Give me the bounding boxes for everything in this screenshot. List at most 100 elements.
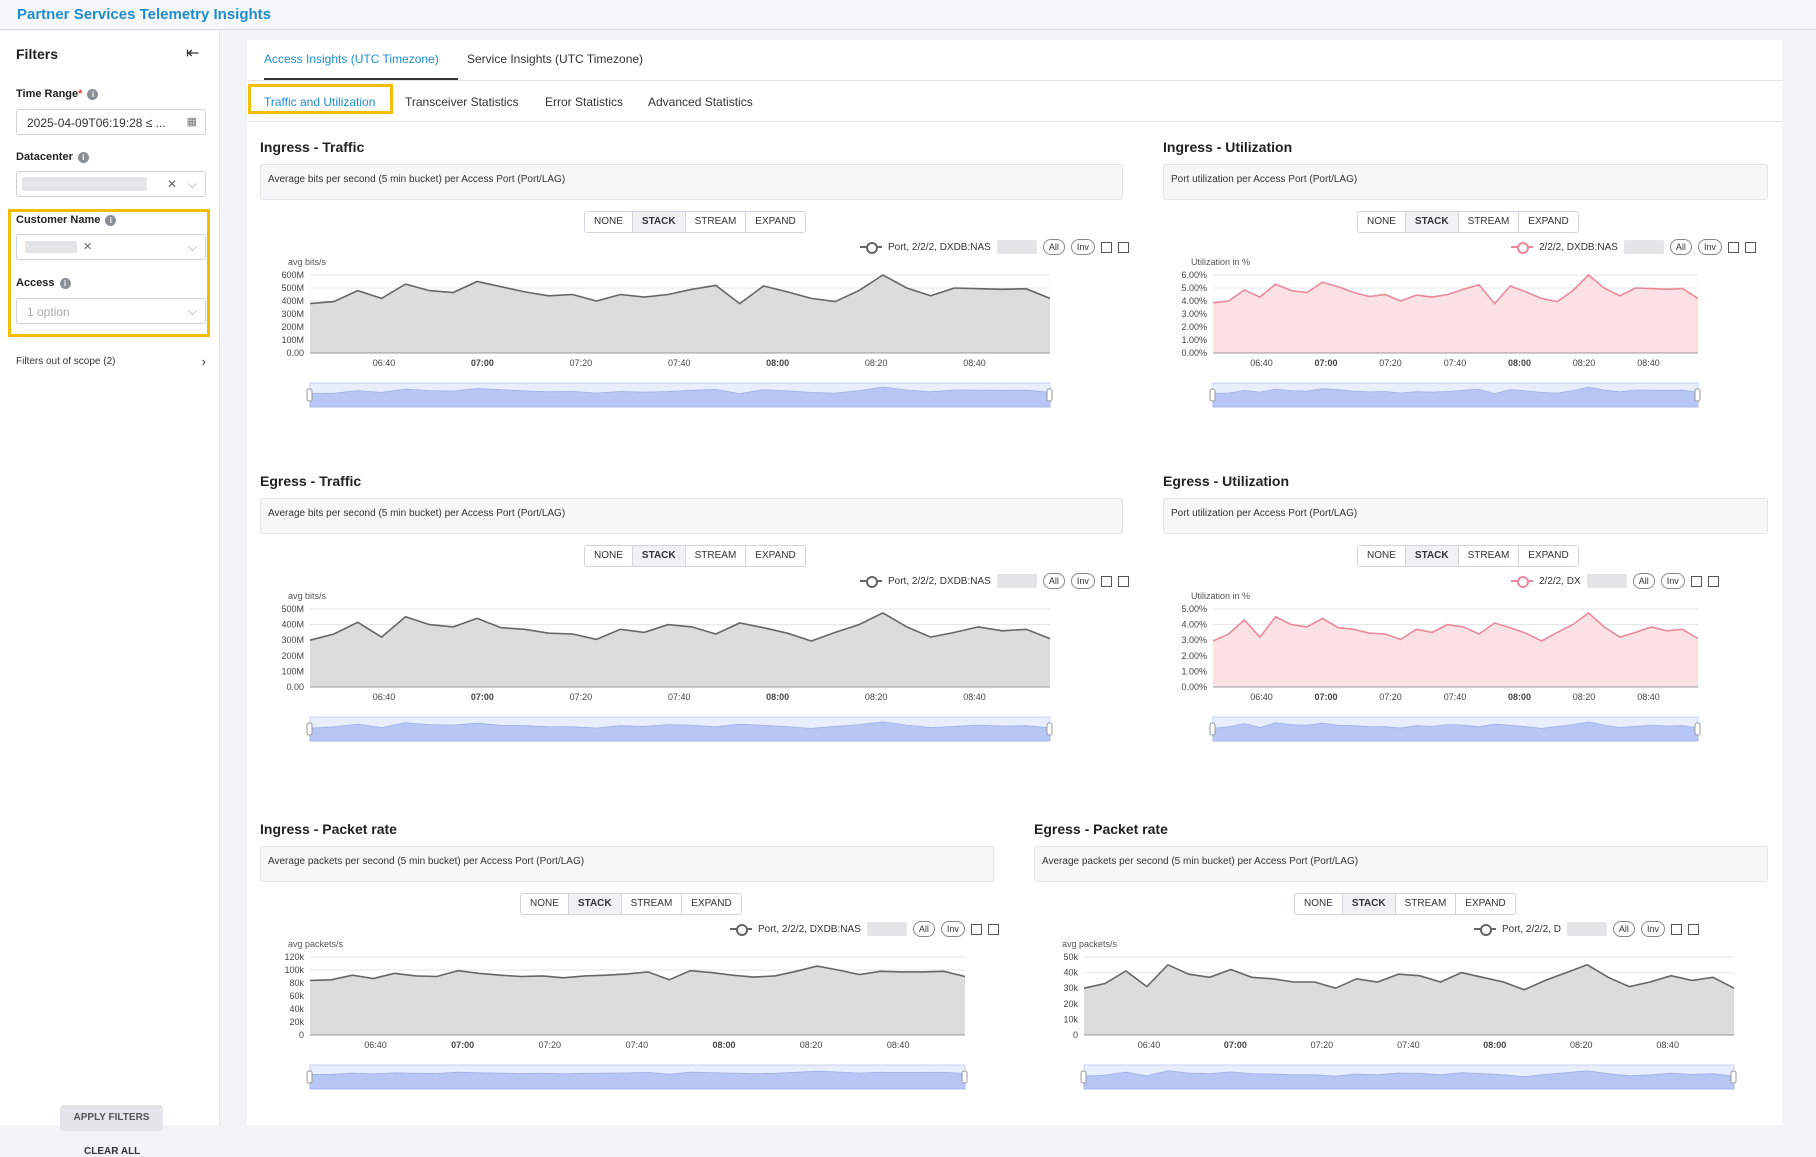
brush-handle-left[interactable] (306, 1070, 313, 1084)
brush-handle-right[interactable] (1694, 388, 1701, 402)
chevron-down-icon[interactable]: ⌵ (187, 177, 197, 191)
tab-traffic-utilization[interactable]: Traffic and Utilization (264, 95, 376, 109)
tab-error-statistics[interactable]: Error Statistics (545, 95, 624, 109)
legend-all-button[interactable]: All (912, 921, 935, 937)
remove-chip-icon[interactable]: ✕ (83, 241, 93, 253)
legend-series-name[interactable]: Port, 2/2/2, D (1502, 923, 1561, 935)
brush-handle-left[interactable] (1209, 722, 1216, 736)
reset-zoom-icon[interactable] (1117, 241, 1129, 253)
legend-all-button[interactable]: All (1042, 573, 1065, 589)
mode-stream-button[interactable]: STREAM (1459, 546, 1520, 566)
legend-marker-icon[interactable] (1511, 242, 1533, 254)
chart-description: Port utilization per Access Port (Port/L… (1163, 164, 1768, 200)
brush-handle-left[interactable] (306, 388, 313, 402)
brush-handle-right[interactable] (1046, 722, 1053, 736)
legend-marker-icon[interactable] (1511, 576, 1533, 588)
legend-marker-icon[interactable] (860, 242, 882, 254)
clear-icon[interactable]: ✕ (167, 177, 178, 191)
zoom-icon[interactable] (1690, 575, 1702, 587)
legend-inv-button[interactable]: Inv (1640, 921, 1665, 937)
brush-handle-left[interactable] (1080, 1070, 1087, 1084)
datacenter-select[interactable]: ✕ ⌵ (16, 171, 206, 197)
legend-inv-button[interactable]: Inv (1660, 573, 1685, 589)
legend-all-button[interactable]: All (1632, 573, 1655, 589)
calendar-icon[interactable]: ▦ (186, 116, 197, 128)
series-line[interactable] (1212, 611, 1699, 642)
legend-marker-icon[interactable] (730, 924, 752, 936)
legend-all-button[interactable]: All (1042, 239, 1065, 255)
mode-none-button[interactable]: NONE (521, 894, 569, 914)
zoom-icon[interactable] (1670, 923, 1682, 935)
legend-series-name[interactable]: Port, 2/2/2, DXDB:NAS (888, 575, 991, 587)
mode-stream-button[interactable]: STREAM (622, 894, 683, 914)
mode-expand-button[interactable]: EXPAND (1528, 216, 1569, 227)
reset-zoom-icon[interactable] (1744, 241, 1756, 253)
series-line[interactable] (309, 611, 1051, 642)
mode-stack-button[interactable]: STACK (1342, 894, 1396, 914)
chevron-right-icon[interactable]: › (201, 354, 206, 369)
reset-zoom-icon[interactable] (1687, 923, 1699, 935)
series-line[interactable] (309, 965, 966, 982)
mode-stream-button[interactable]: STREAM (1396, 894, 1457, 914)
legend-inv-button[interactable]: Inv (1070, 239, 1095, 255)
brush-handle-right[interactable] (1730, 1070, 1737, 1084)
legend-inv-button[interactable]: Inv (1070, 573, 1095, 589)
mode-none-button[interactable]: NONE (1358, 546, 1406, 566)
legend-series-name[interactable]: Port, 2/2/2, DXDB:NAS (758, 923, 861, 935)
brush-handle-right[interactable] (1694, 722, 1701, 736)
series-line[interactable] (1212, 273, 1699, 305)
tab-service-insights[interactable]: Service Insights (UTC Timezone) (467, 52, 644, 66)
clear-all-button[interactable]: CLEAR ALL (84, 1146, 141, 1157)
customer-name-select[interactable]: ✕ ⌵ (16, 234, 206, 260)
tab-advanced-statistics[interactable]: Advanced Statistics (648, 95, 753, 109)
mode-expand-button[interactable]: EXPAND (1465, 898, 1506, 909)
zoom-icon[interactable] (1727, 241, 1739, 253)
chevron-down-icon[interactable]: ⌵ (187, 304, 197, 318)
mode-stack-button[interactable]: STACK (568, 894, 622, 914)
legend-series-name[interactable]: 2/2/2, DXDB:NAS (1539, 241, 1618, 253)
series-line[interactable] (1083, 963, 1735, 991)
legend-all-button[interactable]: All (1669, 239, 1692, 255)
mode-none-button[interactable]: NONE (585, 212, 633, 232)
zoom-icon[interactable] (1100, 575, 1112, 587)
legend-inv-button[interactable]: Inv (940, 921, 965, 937)
zoom-icon[interactable] (1100, 241, 1112, 253)
access-select[interactable]: 1 option ⌵ (16, 298, 206, 324)
mode-stack-button[interactable]: STACK (1405, 546, 1459, 566)
reset-zoom-icon[interactable] (987, 923, 999, 935)
brush-handle-right[interactable] (961, 1070, 968, 1084)
brush-handle-left[interactable] (1209, 388, 1216, 402)
mode-stream-button[interactable]: STREAM (686, 546, 747, 566)
legend-marker-icon[interactable] (860, 576, 882, 588)
legend-inv-button[interactable]: Inv (1697, 239, 1722, 255)
tab-access-insights[interactable]: Access Insights (UTC Timezone) (264, 52, 439, 66)
mode-stream-button[interactable]: STREAM (686, 212, 747, 232)
time-range-input[interactable]: 2025-04-09T06:19:28 ≤ ... ▦ (16, 109, 206, 135)
mode-none-button[interactable]: NONE (1358, 212, 1406, 232)
apply-filters-button[interactable]: APPLY FILTERS (60, 1105, 163, 1131)
brush-handle-left[interactable] (306, 722, 313, 736)
mode-stack-button[interactable]: STACK (632, 212, 686, 232)
filters-out-of-scope[interactable]: Filters out of scope (2) › (16, 354, 206, 369)
mode-stack-button[interactable]: STACK (1405, 212, 1459, 232)
mode-stream-button[interactable]: STREAM (1459, 212, 1520, 232)
mode-stack-button[interactable]: STACK (632, 546, 686, 566)
mode-none-button[interactable]: NONE (585, 546, 633, 566)
zoom-icon[interactable] (970, 923, 982, 935)
mode-expand-button[interactable]: EXPAND (755, 550, 796, 561)
legend-series-name[interactable]: 2/2/2, DX (1539, 575, 1581, 587)
mode-expand-button[interactable]: EXPAND (1528, 550, 1569, 561)
series-line[interactable] (309, 274, 1051, 305)
mode-none-button[interactable]: NONE (1295, 894, 1343, 914)
tab-transceiver-statistics[interactable]: Transceiver Statistics (405, 95, 519, 109)
legend-marker-icon[interactable] (1474, 924, 1496, 936)
legend-all-button[interactable]: All (1612, 921, 1635, 937)
collapse-sidebar-icon[interactable]: ⇤ (186, 45, 200, 62)
legend-series-name[interactable]: Port, 2/2/2, DXDB:NAS (888, 241, 991, 253)
mode-expand-button[interactable]: EXPAND (691, 898, 732, 909)
reset-zoom-icon[interactable] (1117, 575, 1129, 587)
brush-handle-right[interactable] (1046, 388, 1053, 402)
reset-zoom-icon[interactable] (1707, 575, 1719, 587)
chevron-down-icon[interactable]: ⌵ (187, 240, 197, 254)
mode-expand-button[interactable]: EXPAND (755, 216, 796, 227)
